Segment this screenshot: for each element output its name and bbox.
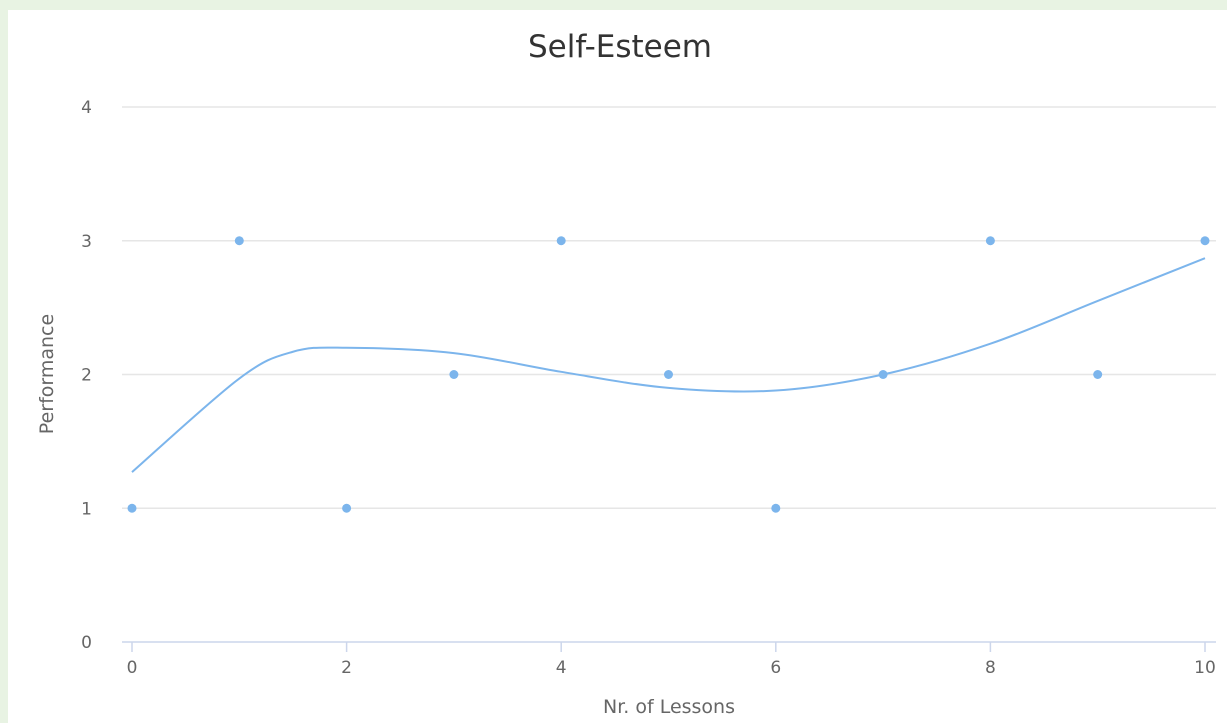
scatter-point-5 bbox=[664, 370, 673, 379]
y-tick-label: 2 bbox=[81, 366, 92, 386]
x-tick-label: 0 bbox=[127, 658, 138, 678]
chart-title: Self-Esteem bbox=[528, 29, 712, 65]
scatter-point-10 bbox=[1200, 236, 1210, 246]
scatter-point-8 bbox=[985, 236, 995, 246]
chart-panel bbox=[8, 10, 1227, 723]
grid-lines bbox=[122, 106, 1216, 509]
scatter-point-6 bbox=[771, 503, 781, 513]
x-tick-label: 2 bbox=[341, 658, 352, 678]
y-tick-label: 3 bbox=[81, 232, 92, 252]
scatter-point-1 bbox=[234, 236, 244, 246]
scatter-point-9 bbox=[1093, 370, 1103, 379]
y-axis-title: Performance bbox=[36, 314, 58, 434]
scatter-point-2 bbox=[342, 503, 352, 513]
scatter-point-3 bbox=[449, 370, 459, 379]
x-axis-title: Nr. of Lessons bbox=[603, 696, 735, 718]
x-tick-labels: 0 2 4 6 8 10 bbox=[127, 642, 1216, 678]
trend-line bbox=[131, 257, 1206, 473]
x-tick-label: 8 bbox=[985, 658, 996, 678]
scatter-points bbox=[127, 236, 1210, 513]
scatter-point-4 bbox=[556, 236, 566, 246]
y-tick-labels: 0 1 2 3 4 bbox=[81, 98, 92, 653]
x-tick-label: 10 bbox=[1194, 658, 1216, 678]
x-tick-label: 6 bbox=[770, 658, 781, 678]
y-tick-label: 0 bbox=[81, 633, 92, 653]
trend-line-group bbox=[131, 257, 1206, 473]
scatter-point-0 bbox=[127, 503, 137, 513]
y-tick-label: 4 bbox=[81, 98, 92, 118]
y-tick-label: 1 bbox=[81, 499, 92, 519]
scatter-point-7 bbox=[878, 370, 888, 379]
x-tick-label: 4 bbox=[556, 658, 567, 678]
